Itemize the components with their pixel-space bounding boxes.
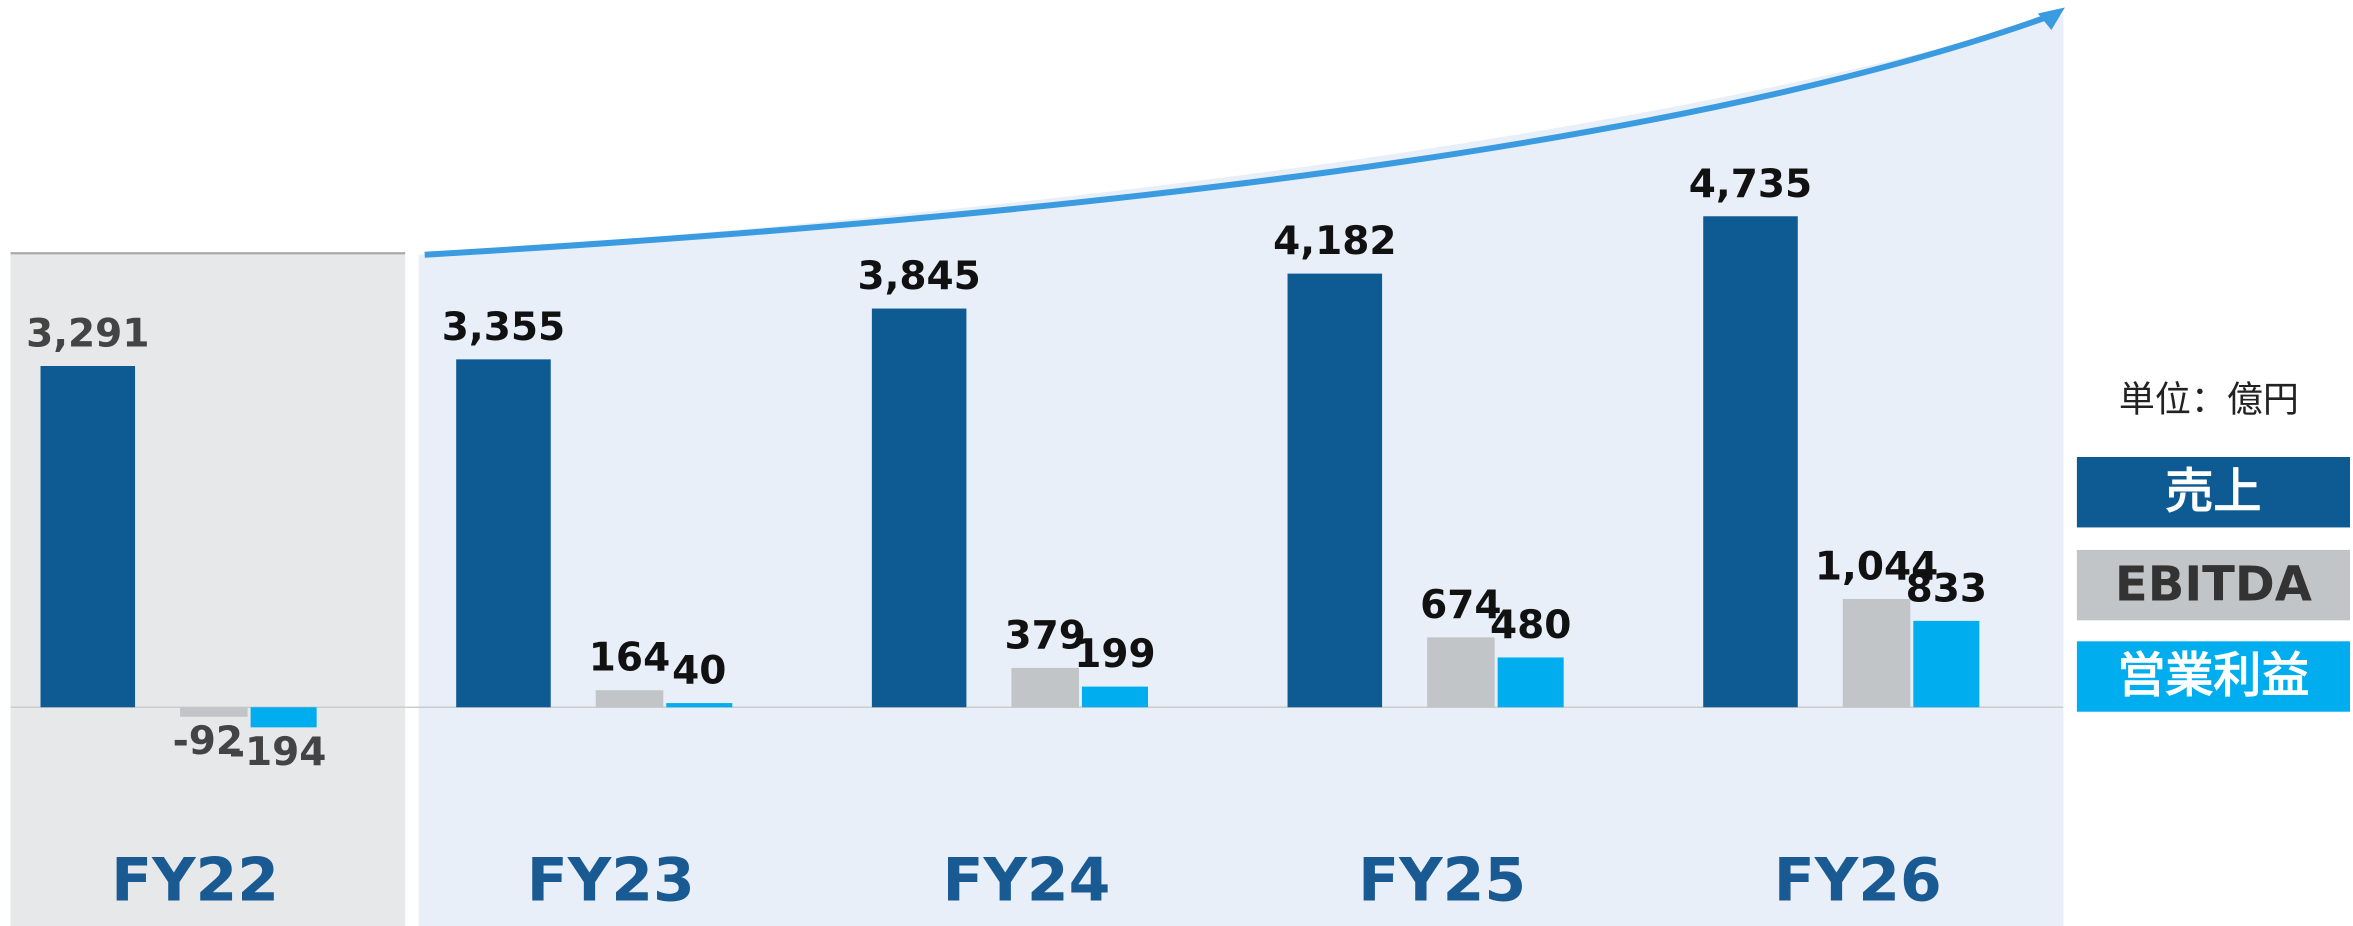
bar	[1427, 637, 1495, 708]
bar	[1287, 273, 1383, 708]
bar	[666, 703, 733, 708]
bar	[40, 365, 136, 708]
category-label: FY22	[111, 846, 279, 916]
forecast-panel	[418, 14, 2064, 926]
bar	[1081, 686, 1148, 708]
value-label: 3,291	[26, 312, 149, 357]
value-label: 40	[672, 649, 726, 694]
category-label: FY23	[527, 846, 695, 916]
bar	[1913, 620, 1980, 708]
growth-arrow-head	[2037, 7, 2065, 30]
value-label: -194	[229, 730, 327, 775]
value-label: 674	[1420, 583, 1501, 628]
category-label: FY26	[1774, 846, 1942, 916]
category-label: FY24	[942, 846, 1110, 916]
value-label: -92	[173, 719, 243, 764]
bar	[250, 707, 317, 728]
value-label: 4,182	[1273, 219, 1396, 264]
bar	[456, 359, 551, 708]
bar	[1842, 598, 1911, 708]
unit-label: 単位：億円	[2119, 380, 2299, 421]
legend-swatch	[2076, 457, 2350, 528]
value-label: 1,044	[1815, 545, 1938, 590]
growth-arrow	[424, 12, 2054, 258]
bar	[1497, 657, 1564, 708]
legend-label: 売上	[2165, 463, 2261, 519]
value-label: 199	[1074, 632, 1155, 677]
value-label: 4,735	[1689, 162, 1812, 207]
value-label: 3,355	[442, 305, 565, 350]
value-label: 164	[589, 636, 670, 681]
bar	[1703, 216, 1798, 708]
legend-swatch	[2076, 549, 2350, 621]
value-label: 379	[1004, 613, 1085, 658]
category-label: FY25	[1358, 846, 1526, 916]
bar	[180, 707, 248, 717]
bar	[595, 690, 664, 708]
legend-label: 営業利益	[2117, 648, 2309, 704]
legend-swatch	[2076, 641, 2350, 712]
value-label: 3,845	[857, 254, 980, 299]
value-label: 833	[1906, 566, 1987, 611]
legend-label: EBITDA	[2115, 556, 2312, 612]
value-label: 480	[1490, 603, 1571, 648]
bar	[1011, 667, 1079, 708]
bar	[871, 308, 967, 708]
